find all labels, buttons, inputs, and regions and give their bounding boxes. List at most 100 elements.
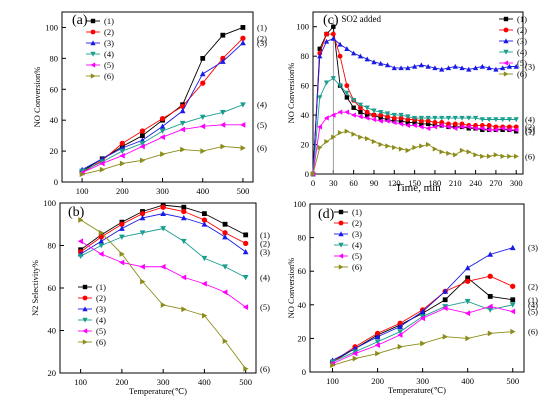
- data-point: [119, 140, 125, 147]
- legend-label: (5): [104, 60, 114, 70]
- data-point: [418, 115, 425, 121]
- series-end-label: (3): [260, 247, 270, 257]
- legend: (1)(2)(3)(4)(5)(6): [86, 16, 114, 81]
- x-tick-label: 200: [371, 376, 384, 386]
- series-5: [329, 303, 516, 367]
- data-point: [514, 129, 519, 134]
- data-point: [486, 153, 492, 159]
- data-point: [139, 128, 146, 134]
- x-tick-label: 270: [490, 178, 503, 188]
- y-tick-label: 40: [298, 300, 307, 310]
- data-point: [357, 53, 364, 59]
- data-point: [465, 335, 471, 342]
- data-point: [392, 144, 397, 151]
- data-point: [242, 248, 249, 255]
- y-tick-label: 60: [301, 81, 310, 91]
- data-point: [240, 35, 246, 41]
- data-point: [371, 59, 377, 65]
- data-point: [445, 65, 452, 71]
- legend-marker: [90, 18, 96, 24]
- series-end-label: (6): [260, 364, 270, 374]
- data-point: [219, 110, 226, 116]
- data-point: [371, 108, 377, 114]
- legend-marker: [338, 253, 344, 259]
- data-point: [466, 66, 472, 72]
- data-point: [500, 127, 505, 133]
- data-point: [364, 56, 370, 62]
- data-point: [439, 66, 445, 72]
- series-end-label: (4): [525, 115, 535, 125]
- data-point: [432, 65, 438, 71]
- data-point: [240, 102, 246, 108]
- data-point: [160, 226, 167, 232]
- series-end-label: (3): [257, 38, 267, 48]
- data-point: [119, 221, 125, 227]
- data-point: [487, 273, 493, 279]
- data-point: [323, 38, 330, 44]
- y-axis-label: N2 Selectivity%: [30, 260, 40, 316]
- data-point: [200, 55, 206, 61]
- data-point: [385, 114, 390, 119]
- legend-marker: [338, 264, 344, 270]
- data-point: [452, 125, 458, 131]
- legend-label: (2): [96, 293, 106, 303]
- data-point: [358, 134, 364, 140]
- x-axis-label: Temperature(℃): [129, 386, 187, 396]
- x-tick-label: 300: [510, 178, 523, 188]
- data-point: [418, 62, 425, 68]
- data-point: [510, 328, 516, 335]
- data-point: [364, 112, 370, 118]
- data-point: [425, 141, 431, 148]
- legend-label: (4): [517, 47, 527, 57]
- legend-marker: [338, 231, 344, 237]
- data-point: [364, 105, 370, 111]
- data-point: [330, 35, 336, 41]
- data-point: [507, 153, 513, 159]
- data-point: [243, 365, 249, 372]
- data-point: [330, 31, 336, 37]
- series-4: [310, 76, 519, 177]
- data-point: [140, 133, 145, 139]
- data-point: [199, 123, 206, 130]
- y-tick-label: 20: [50, 146, 59, 156]
- legend-label: (6): [96, 337, 106, 347]
- data-point: [330, 76, 336, 81]
- data-point: [119, 152, 125, 159]
- x-tick-label: 400: [461, 376, 474, 386]
- data-point: [351, 105, 356, 110]
- data-point: [324, 138, 330, 145]
- data-point: [432, 146, 438, 152]
- data-point: [466, 115, 472, 121]
- legend: (1)(2)(3)(4)(5)(6): [499, 14, 527, 79]
- data-point: [439, 122, 444, 129]
- data-point: [344, 46, 350, 52]
- legend-label: (3): [352, 229, 362, 239]
- legend-marker: [338, 242, 344, 248]
- series-4: [77, 226, 249, 281]
- data-point: [405, 147, 411, 154]
- data-point: [486, 65, 492, 71]
- legend-marker: [503, 60, 509, 66]
- data-point: [159, 134, 165, 141]
- legend-marker: [82, 284, 88, 290]
- data-point: [442, 297, 448, 303]
- x-tick-label: 500: [239, 377, 252, 387]
- legend-label: (1): [104, 16, 114, 26]
- data-point: [98, 251, 104, 257]
- data-point: [160, 151, 166, 158]
- y-tick-label: 80: [50, 53, 59, 63]
- data-point: [358, 109, 363, 115]
- data-point: [479, 63, 485, 69]
- legend-label: (6): [104, 71, 114, 81]
- legend-marker: [503, 71, 509, 77]
- data-point: [493, 66, 499, 72]
- legend-label: (1): [96, 282, 106, 292]
- data-point: [378, 60, 384, 66]
- series-5: [77, 238, 249, 311]
- data-point: [412, 144, 418, 151]
- data-point: [509, 302, 516, 308]
- data-point: [180, 274, 187, 281]
- data-point: [465, 278, 471, 284]
- data-point: [425, 121, 431, 127]
- x-tick-label: 200: [116, 186, 129, 196]
